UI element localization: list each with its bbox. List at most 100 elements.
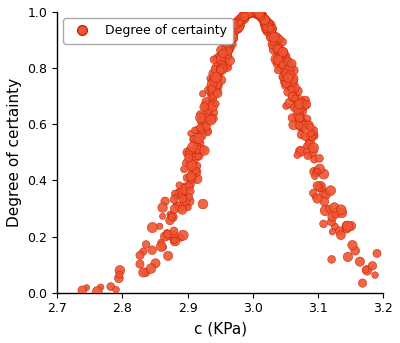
Point bbox=[228, 33, 235, 38]
Point bbox=[195, 128, 202, 133]
Point bbox=[212, 79, 218, 84]
Point bbox=[195, 153, 202, 158]
Y-axis label: Degree of certainty: Degree of certainty bbox=[7, 78, 22, 227]
Point bbox=[226, 34, 232, 40]
Point bbox=[258, 13, 265, 18]
Point bbox=[177, 204, 183, 209]
Point bbox=[296, 112, 302, 117]
Point bbox=[224, 47, 230, 52]
Point bbox=[223, 62, 229, 68]
Point bbox=[189, 150, 196, 155]
Point bbox=[299, 99, 305, 105]
Point bbox=[304, 143, 310, 149]
Point bbox=[280, 49, 286, 55]
Point bbox=[297, 97, 303, 103]
Point bbox=[280, 60, 287, 65]
Point bbox=[306, 122, 312, 128]
Point bbox=[240, 15, 246, 20]
Point bbox=[222, 41, 229, 46]
Point bbox=[328, 219, 335, 225]
Point bbox=[224, 54, 231, 60]
Point bbox=[213, 75, 219, 80]
Point bbox=[190, 144, 196, 150]
Point bbox=[200, 91, 206, 96]
Point bbox=[228, 34, 235, 39]
Point bbox=[238, 17, 244, 22]
Point bbox=[183, 160, 190, 166]
Point bbox=[256, 11, 262, 17]
Point bbox=[295, 88, 301, 94]
Point bbox=[198, 133, 205, 138]
Point bbox=[194, 176, 200, 182]
Point bbox=[310, 128, 317, 133]
Point bbox=[270, 32, 276, 37]
Point bbox=[252, 10, 258, 15]
Point bbox=[204, 118, 211, 123]
Point bbox=[240, 14, 246, 19]
Point bbox=[170, 238, 177, 243]
Point bbox=[241, 13, 247, 19]
Point bbox=[294, 107, 300, 113]
Point bbox=[149, 247, 155, 253]
Point bbox=[244, 12, 250, 17]
Point bbox=[251, 9, 258, 15]
Point bbox=[273, 35, 279, 40]
Point bbox=[224, 51, 230, 57]
Point bbox=[176, 191, 182, 197]
Point bbox=[200, 201, 206, 207]
Point bbox=[298, 149, 304, 154]
Point bbox=[328, 257, 335, 262]
Point bbox=[203, 123, 210, 129]
Point bbox=[344, 223, 351, 229]
Point bbox=[262, 17, 268, 23]
Point bbox=[187, 182, 193, 188]
Point bbox=[276, 47, 282, 53]
Point bbox=[298, 132, 304, 138]
Point bbox=[299, 125, 305, 130]
Point bbox=[223, 45, 230, 51]
Point bbox=[252, 10, 258, 15]
Point bbox=[116, 275, 122, 281]
Point bbox=[372, 272, 378, 278]
Point bbox=[258, 13, 265, 18]
Point bbox=[162, 234, 168, 239]
Point bbox=[230, 31, 236, 36]
Point bbox=[288, 84, 294, 90]
Point bbox=[137, 253, 143, 258]
Point bbox=[190, 136, 196, 141]
Point bbox=[205, 107, 211, 113]
Point bbox=[191, 155, 197, 161]
Point bbox=[296, 107, 302, 113]
Point bbox=[179, 192, 186, 198]
Point bbox=[258, 13, 264, 18]
Point bbox=[310, 190, 316, 196]
Point bbox=[359, 280, 366, 286]
Point bbox=[213, 65, 220, 71]
Point bbox=[221, 57, 227, 63]
Point bbox=[235, 24, 242, 30]
Point bbox=[236, 23, 243, 28]
Point bbox=[220, 50, 226, 56]
Point bbox=[291, 105, 297, 110]
Point bbox=[246, 10, 252, 15]
Point bbox=[210, 97, 216, 103]
Point bbox=[251, 9, 258, 15]
Point bbox=[198, 146, 205, 152]
Point bbox=[258, 14, 264, 20]
Point bbox=[275, 45, 281, 51]
Point bbox=[238, 17, 244, 23]
Point bbox=[230, 42, 236, 47]
Point bbox=[210, 116, 216, 121]
Point bbox=[252, 10, 259, 15]
Point bbox=[158, 244, 164, 249]
Point bbox=[241, 14, 248, 19]
Point bbox=[202, 107, 209, 112]
Point bbox=[259, 13, 265, 19]
Point bbox=[222, 41, 228, 47]
Point bbox=[231, 30, 238, 35]
Point bbox=[172, 191, 178, 197]
Point bbox=[230, 35, 237, 40]
Point bbox=[289, 82, 296, 87]
Point bbox=[193, 137, 200, 142]
Point bbox=[316, 156, 323, 161]
